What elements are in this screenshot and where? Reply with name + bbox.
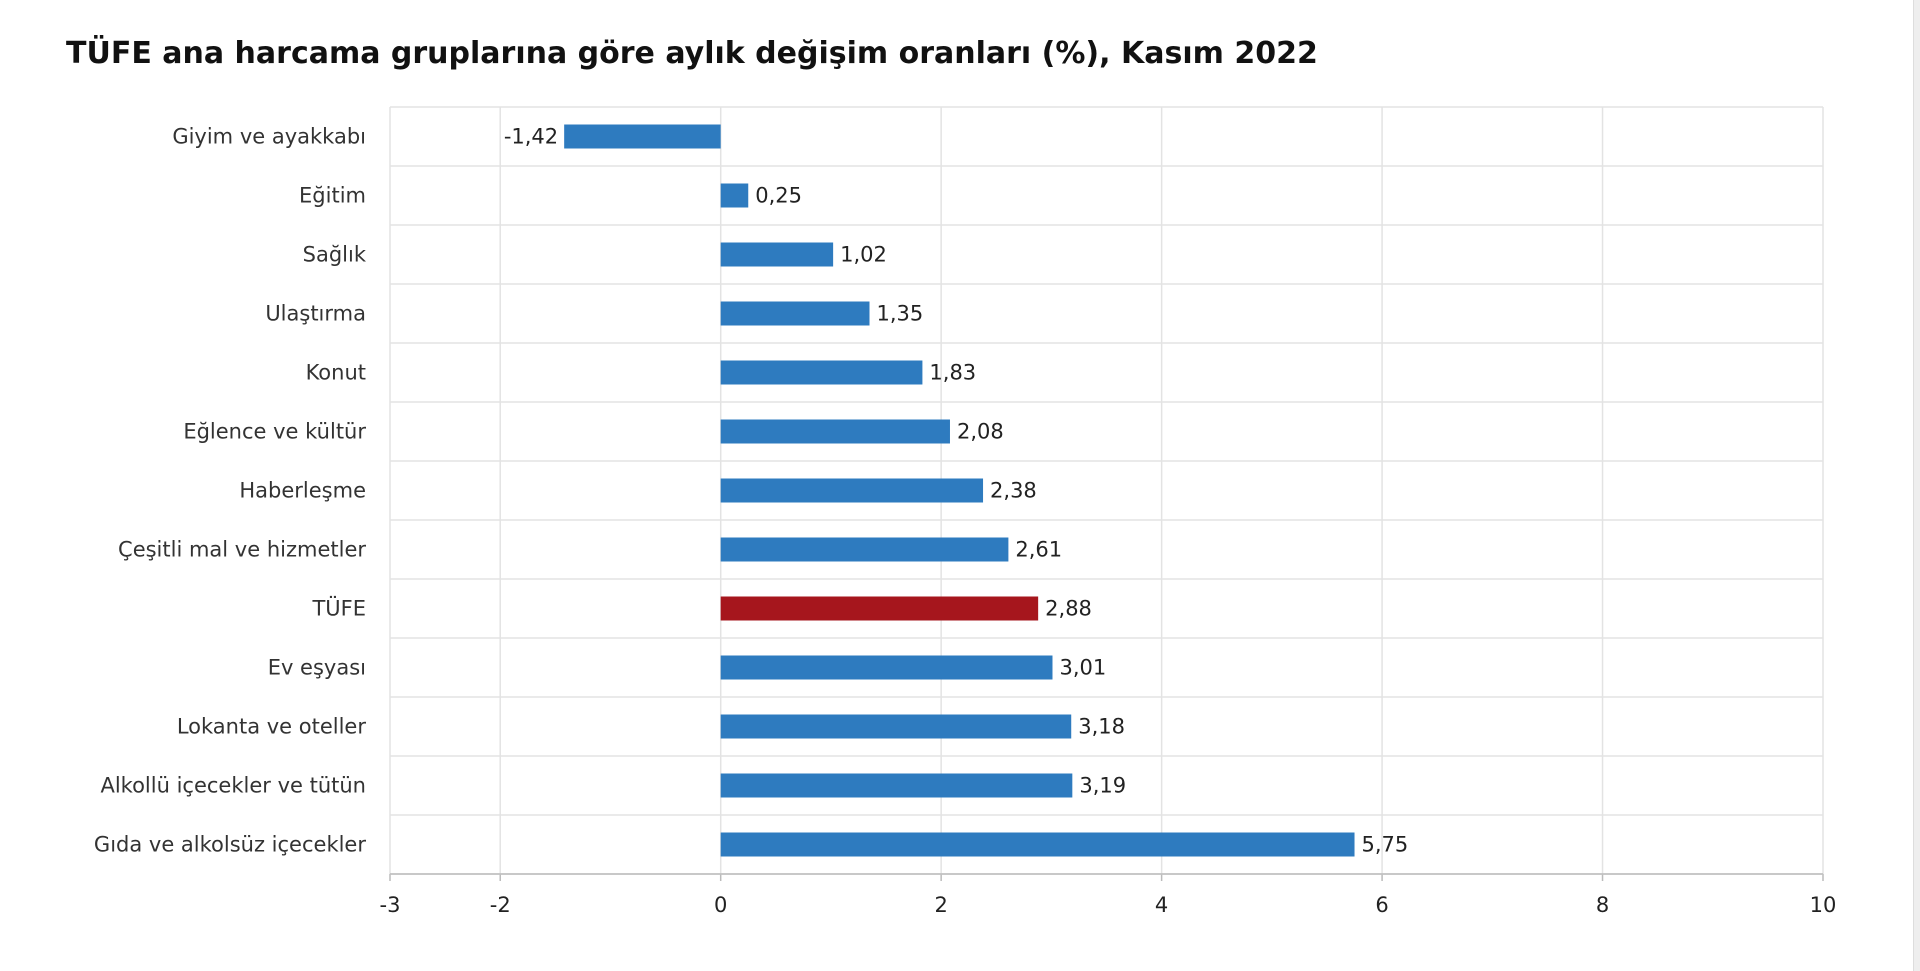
x-tick-label: 10	[1810, 893, 1837, 917]
x-tick-label: -2	[490, 893, 511, 917]
category-label: TÜFE	[311, 596, 366, 621]
category-label: Gıda ve alkolsüz içecekler	[94, 833, 366, 857]
x-tick-label: 4	[1155, 893, 1168, 917]
data-label: 3,19	[1079, 774, 1126, 798]
category-label: Ev eşyası	[268, 656, 366, 680]
category-label: Konut	[306, 361, 366, 385]
category-label: Haberleşme	[239, 479, 366, 503]
chart-title: TÜFE ana harcama gruplarına göre aylık d…	[66, 36, 1318, 71]
data-label: 3,01	[1059, 656, 1106, 680]
data-label: 2,88	[1045, 597, 1092, 621]
category-label: Eğitim	[299, 184, 366, 208]
data-label: 5,75	[1362, 833, 1409, 857]
category-label: Lokanta ve oteller	[177, 715, 367, 739]
category-label: Eğlence ve kültür	[183, 420, 366, 444]
data-label: -1,42	[504, 125, 558, 149]
bar[interactable]	[720, 242, 834, 267]
category-label: Alkollü içecekler ve tütün	[100, 774, 366, 798]
bar[interactable]	[720, 360, 923, 385]
bar[interactable]	[720, 596, 1039, 621]
bar[interactable]	[564, 124, 721, 149]
bar[interactable]	[720, 183, 749, 208]
data-label: 2,08	[957, 420, 1004, 444]
data-label: 2,38	[990, 479, 1037, 503]
category-label: Sağlık	[303, 243, 367, 267]
x-tick-label: 0	[714, 893, 727, 917]
category-label: Çeşitli mal ve hizmetler	[118, 538, 366, 562]
bar[interactable]	[720, 832, 1355, 857]
bar[interactable]	[720, 301, 870, 326]
x-tick-label: -3	[380, 893, 401, 917]
data-label: 1,35	[877, 302, 924, 326]
bar[interactable]	[720, 478, 984, 503]
bar[interactable]	[720, 537, 1009, 562]
data-label: 2,61	[1015, 538, 1062, 562]
bar[interactable]	[720, 773, 1073, 798]
x-tick-label: 2	[934, 893, 947, 917]
data-label: 3,18	[1078, 715, 1125, 739]
x-tick-label: 8	[1596, 893, 1609, 917]
bars	[564, 124, 1355, 857]
bar[interactable]	[720, 655, 1053, 680]
bar[interactable]	[720, 714, 1072, 739]
grid-lines	[389, 106, 1824, 881]
data-label: 1,83	[929, 361, 976, 385]
category-label: Ulaştırma	[265, 302, 366, 326]
category-label: Giyim ve ayakkabı	[172, 125, 366, 149]
x-tick-label: 6	[1375, 893, 1388, 917]
window-scrollbar[interactable]	[1913, 0, 1920, 971]
labels: -3 -2 0 2 4 6 8 10 Giyim ve ayakkabı -1,42 Eğitim 0…	[94, 125, 1836, 918]
data-label: 1,02	[840, 243, 887, 267]
data-label: 0,25	[755, 184, 802, 208]
bar[interactable]	[720, 419, 950, 444]
